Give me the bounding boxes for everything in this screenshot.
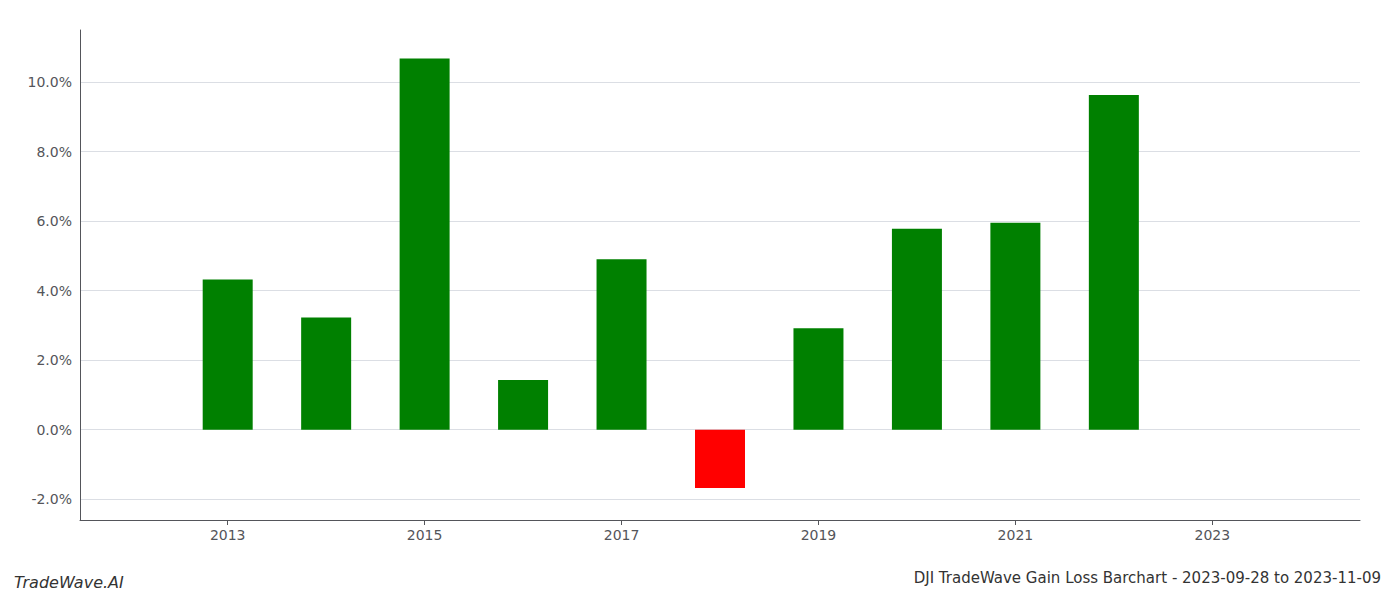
svg-text:4.0%: 4.0% <box>36 283 72 299</box>
svg-text:2019: 2019 <box>801 527 837 543</box>
svg-text:TradeWave.AI: TradeWave.AI <box>14 573 124 592</box>
svg-text:2023: 2023 <box>1194 527 1230 543</box>
svg-text:6.0%: 6.0% <box>36 213 72 229</box>
svg-text:2015: 2015 <box>407 527 443 543</box>
svg-text:2013: 2013 <box>210 527 246 543</box>
svg-text:2017: 2017 <box>604 527 640 543</box>
svg-text:DJI TradeWave Gain Loss Barcha: DJI TradeWave Gain Loss Barchart - 2023-… <box>914 569 1381 587</box>
svg-text:2021: 2021 <box>998 527 1034 543</box>
svg-text:2.0%: 2.0% <box>36 352 72 368</box>
svg-text:8.0%: 8.0% <box>36 144 72 160</box>
svg-text:-2.0%: -2.0% <box>31 491 72 507</box>
svg-text:10.0%: 10.0% <box>28 74 72 90</box>
svg-text:0.0%: 0.0% <box>36 422 72 438</box>
